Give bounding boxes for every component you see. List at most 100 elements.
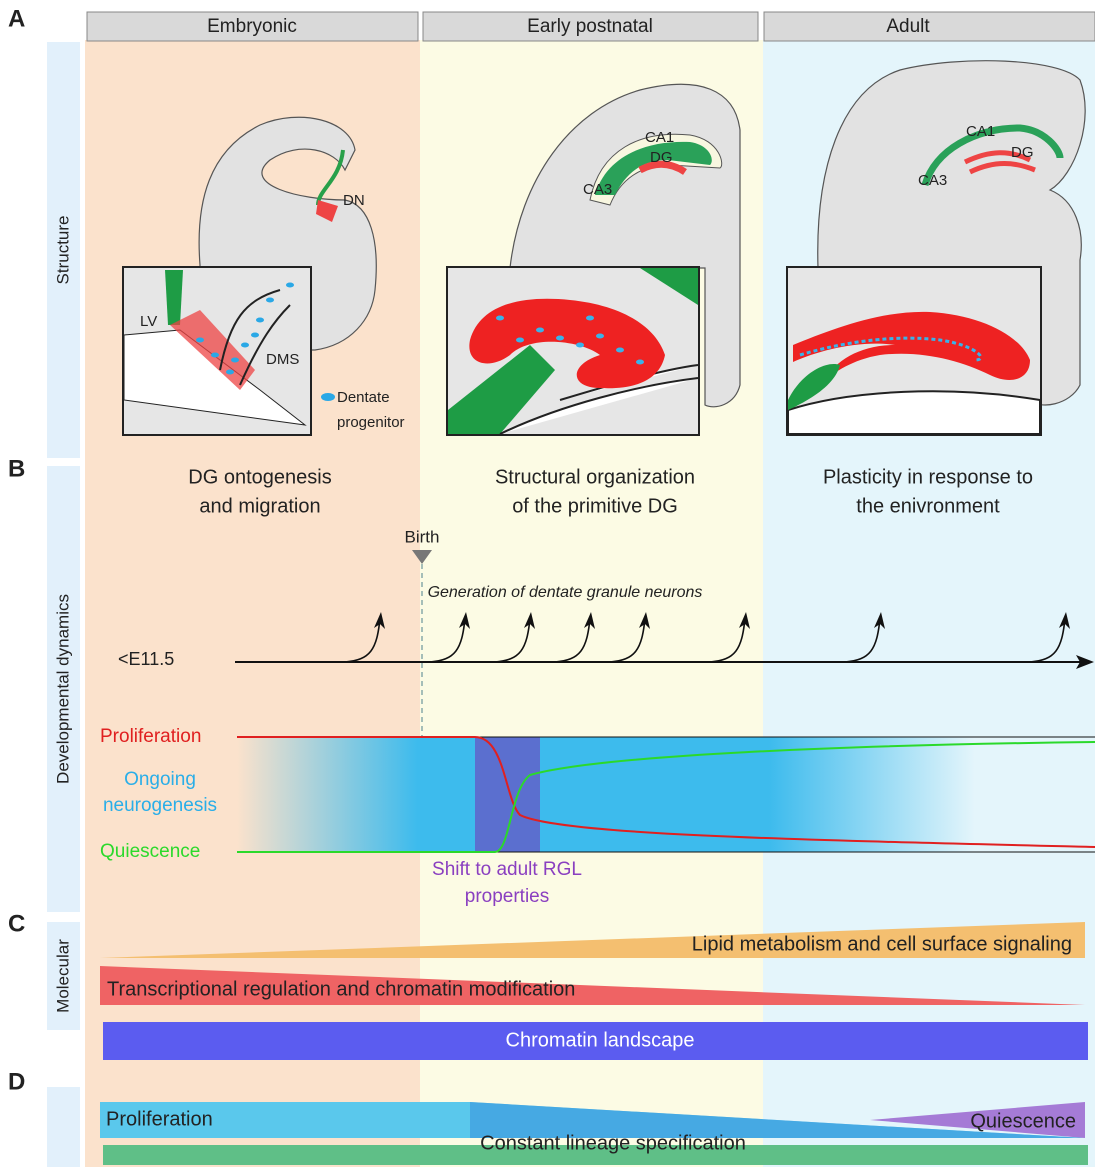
shape (556, 335, 564, 341)
timeline-arrowhead (1076, 655, 1094, 669)
birth-label: Birth (405, 527, 440, 546)
migration-arrow (239, 304, 291, 386)
shape (616, 347, 624, 353)
ca-field (448, 345, 555, 434)
shape (266, 297, 274, 303)
structure-label: CA3 (918, 172, 947, 189)
row-box (47, 466, 80, 912)
stage-header (763, 11, 1095, 42)
structure-label: CA3 (583, 181, 612, 198)
generation-arrow (609, 617, 646, 663)
timeline-start: <E11.5 (118, 649, 174, 669)
shape (516, 337, 524, 343)
legend-label: Dentate (337, 389, 390, 406)
shape (286, 282, 294, 288)
caption: Structural organization (495, 466, 695, 488)
shape (196, 337, 204, 343)
cellular-label: Quiescence (970, 1110, 1076, 1132)
ca-field (595, 141, 712, 195)
generation-arrowhead (1059, 612, 1070, 629)
dentate-gyrus (469, 298, 665, 389)
row-box (47, 42, 80, 458)
generation-arrowhead (874, 612, 885, 629)
legend-cell (321, 393, 335, 401)
cellular-label: Proliferation (106, 1108, 213, 1130)
generation-arrow (344, 617, 381, 663)
timeline-title: Generation of dentate granule neurons (428, 584, 703, 601)
progenitor-cells (496, 315, 644, 365)
transcription-wedge (100, 966, 1085, 1005)
state-label: Proliferation (100, 726, 201, 747)
caption: of the primitive DG (512, 495, 678, 517)
state-label: neurogenesis (103, 795, 217, 816)
shape (231, 357, 239, 363)
structure-label: LV (140, 313, 157, 330)
lineage-bar (103, 1145, 1088, 1165)
molecular-label: Lipid metabolism and cell surface signal… (692, 933, 1072, 955)
shift-label: properties (465, 886, 550, 907)
progenitor-layer (799, 336, 983, 362)
neuron-generation-arrows (344, 612, 1070, 663)
row-box (47, 1087, 80, 1167)
structure-label: CA1 (645, 129, 674, 146)
generation-arrowhead (639, 612, 650, 629)
lateral-ventricle (165, 270, 183, 325)
panel-letter: C (8, 910, 25, 937)
structure-label: DN (343, 192, 365, 209)
ca-field (640, 268, 698, 305)
fissure (787, 390, 1041, 435)
cellular-label: Constant lineage specification (480, 1132, 746, 1154)
stage-label: Embryonic (207, 16, 297, 37)
transition-band (475, 737, 540, 852)
legend-label: progenitor (337, 414, 405, 431)
dentate-notch (316, 200, 338, 222)
dentate-neuroepithelium (170, 310, 255, 390)
progenitor-cells (196, 282, 294, 375)
caption: and migration (199, 495, 320, 517)
stage-header (86, 11, 419, 42)
dentate-gyrus (793, 311, 1030, 385)
panel-letter: A (8, 5, 25, 32)
structure-label: DG (1011, 144, 1034, 161)
shape (256, 317, 264, 323)
ca-field (921, 124, 1064, 187)
generation-arrowhead (584, 612, 595, 629)
panel-letter: B (8, 455, 25, 482)
shape (636, 359, 644, 365)
neurogenesis-band (237, 737, 1095, 852)
generation-arrowhead (459, 612, 470, 629)
brain-section (817, 60, 1086, 406)
proliferation-curve (237, 736, 1095, 848)
shape (586, 315, 594, 321)
stage-label: Adult (886, 16, 930, 37)
generation-arrowhead (374, 612, 385, 629)
shape (536, 327, 544, 333)
row-label: Developmental dynamics (53, 594, 72, 784)
dentate-gyrus (638, 160, 687, 175)
quiescence-curve (237, 741, 1095, 853)
generation-arrowhead (524, 612, 535, 629)
state-label: Ongoing (124, 769, 196, 790)
shift-label: Shift to adult RGL (432, 859, 582, 880)
chromatin-bar (103, 1022, 1088, 1060)
generation-arrow (429, 617, 466, 663)
molecular-label: Transcriptional regulation and chromatin… (107, 978, 575, 1000)
generation-arrowhead (739, 612, 750, 629)
dentate-gyrus (963, 150, 1036, 175)
structure-label: DMS (266, 351, 299, 368)
shape (251, 332, 259, 338)
generation-arrow (709, 617, 746, 663)
generation-arrow (494, 617, 531, 663)
structure-label: CA1 (966, 123, 995, 140)
generation-arrow (554, 617, 591, 663)
shape (211, 352, 219, 358)
stage-header (422, 11, 759, 42)
structure-label: DG (650, 149, 673, 166)
panel-letter: D (8, 1068, 25, 1095)
quiescence-wedge (870, 1102, 1085, 1138)
row-label: Molecular (53, 939, 72, 1013)
stage-label: Early postnatal (527, 16, 653, 37)
caption: the enivronment (856, 495, 1000, 517)
generation-arrow (1029, 617, 1066, 663)
